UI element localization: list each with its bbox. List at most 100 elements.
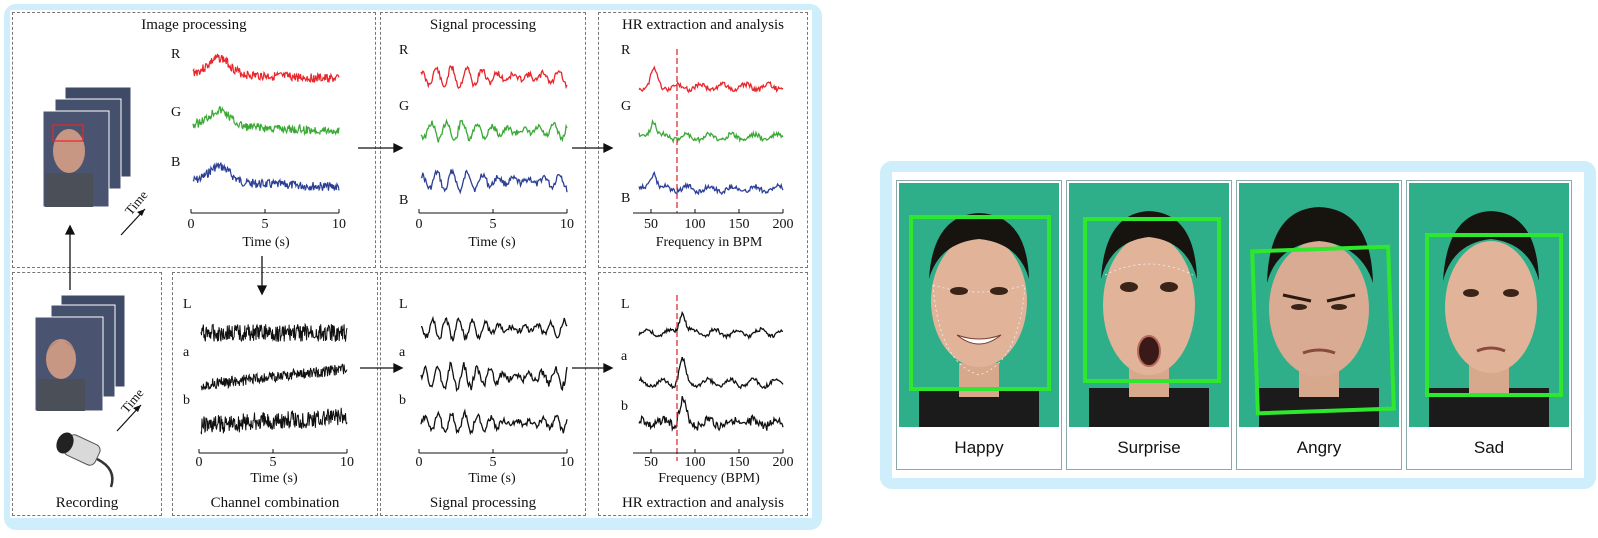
axis-title: Frequency (BPM) bbox=[658, 471, 760, 486]
tick-label: 10 bbox=[332, 217, 346, 232]
signal-processing-bottom-panel: L a b 0 5 10 Time (s) Signal processing bbox=[380, 272, 586, 516]
trace-l bbox=[200, 322, 348, 343]
arrow-head-icon bbox=[393, 142, 404, 154]
channel-label: B bbox=[621, 191, 631, 206]
filtered-lab-traces bbox=[418, 315, 568, 454]
channel-label: a bbox=[183, 345, 190, 360]
channel-label: G bbox=[399, 99, 410, 114]
tick-label: 5 bbox=[489, 217, 497, 232]
panel-title: Recording bbox=[55, 495, 119, 511]
axis-title: Frequency in BPM bbox=[655, 235, 763, 250]
tick-label: 0 bbox=[187, 217, 195, 232]
tick-label: 10 bbox=[560, 217, 574, 232]
panel-title: Signal processing bbox=[429, 17, 537, 33]
face-detection-box bbox=[1083, 217, 1221, 383]
rgb-spectra bbox=[633, 49, 784, 214]
expression-card-angry: Angry bbox=[1236, 180, 1402, 470]
channel-label: b bbox=[621, 399, 628, 414]
channel-label: R bbox=[399, 43, 409, 58]
spectrum-r bbox=[638, 65, 784, 94]
tick-label: 10 bbox=[560, 455, 574, 470]
arrow-head-icon bbox=[137, 209, 145, 216]
lab-spectra bbox=[633, 295, 784, 461]
arrow-head-icon bbox=[603, 142, 614, 154]
hr-extraction-top-panel: HR extraction and analysis R G B 50 100 … bbox=[598, 12, 808, 268]
expression-card-happy: Happy bbox=[896, 180, 1062, 470]
trace-b bbox=[420, 168, 568, 195]
trace-g bbox=[420, 118, 568, 143]
face-hair-icon bbox=[46, 341, 76, 353]
face-graphic bbox=[909, 213, 1051, 427]
spectrum-a bbox=[638, 356, 784, 390]
panel-title: Image processing bbox=[141, 17, 247, 33]
panel-title: HR extraction and analysis bbox=[621, 495, 785, 511]
channel-label: b bbox=[183, 393, 190, 408]
expression-card-surprise: Surprise bbox=[1066, 180, 1232, 470]
lab-time-traces bbox=[198, 322, 348, 454]
face-icon bbox=[53, 129, 85, 173]
tick-label: 0 bbox=[415, 217, 423, 232]
camera-icon bbox=[56, 432, 114, 488]
face-detection-box bbox=[1425, 233, 1563, 397]
panel-title: HR extraction and analysis bbox=[621, 17, 785, 33]
arrow-head-icon bbox=[393, 362, 404, 374]
tick-label: 5 bbox=[489, 455, 497, 470]
channel-label: R bbox=[171, 47, 181, 62]
channel-label: R bbox=[621, 43, 631, 58]
tick-label: 0 bbox=[415, 455, 423, 470]
face-photo bbox=[1239, 183, 1399, 427]
trace-g bbox=[192, 106, 340, 137]
face-photo bbox=[1409, 183, 1569, 427]
tick-label: 100 bbox=[684, 455, 706, 470]
hr-extraction-bottom-panel: L a b 50 100 150 200 Frequency (BPM) HR … bbox=[598, 272, 808, 516]
channel-combination-panel: L a b 0 5 10 Time (s) Channel combinatio… bbox=[172, 272, 378, 516]
face-detection-box bbox=[1250, 244, 1396, 416]
face-photo bbox=[899, 183, 1059, 427]
channel-label: L bbox=[183, 297, 192, 312]
channel-label: G bbox=[621, 99, 632, 114]
filtered-rgb-traces bbox=[418, 64, 568, 214]
tick-label: 200 bbox=[772, 217, 794, 232]
arrow-head-icon bbox=[256, 285, 268, 296]
channel-label: L bbox=[621, 297, 630, 312]
trace-b bbox=[200, 407, 348, 435]
trace-b bbox=[420, 408, 568, 436]
expression-label: Happy bbox=[954, 438, 1004, 457]
panel-title: Signal processing bbox=[429, 495, 537, 511]
roi-box bbox=[52, 124, 84, 142]
tick-label: 150 bbox=[728, 217, 750, 232]
arrow-head-icon bbox=[133, 405, 141, 412]
channel-label: B bbox=[171, 155, 181, 170]
tick-label: 50 bbox=[644, 217, 658, 232]
trace-b bbox=[192, 161, 340, 192]
arrow-head-icon bbox=[64, 224, 76, 235]
face-graphic bbox=[1425, 211, 1563, 427]
panel-title: Channel combination bbox=[210, 495, 340, 511]
face-detection-box bbox=[909, 215, 1051, 391]
channel-label: B bbox=[399, 193, 409, 208]
tick-label: 50 bbox=[644, 455, 658, 470]
signal-processing-top-panel: Signal processing R G B 0 5 10 Time (s) bbox=[380, 12, 586, 268]
expression-card-sad: Sad bbox=[1406, 180, 1572, 470]
tick-label: 5 bbox=[269, 455, 277, 470]
expression-label: Surprise bbox=[1117, 438, 1181, 457]
tick-label: 10 bbox=[340, 455, 354, 470]
tick-label: 200 bbox=[772, 455, 794, 470]
face-shoulders-icon bbox=[45, 173, 93, 207]
recording-graphic bbox=[34, 294, 142, 488]
axis-title: Time (s) bbox=[468, 471, 516, 486]
channel-label: a bbox=[399, 345, 406, 360]
image-processing-panel: Image processing R G B 0 5 10 Time (s) bbox=[12, 12, 376, 268]
face-shoulders-icon bbox=[37, 379, 85, 411]
axis-title: Time (s) bbox=[468, 235, 516, 250]
trace-r bbox=[192, 53, 340, 83]
trace-l bbox=[420, 315, 568, 342]
channel-label: a bbox=[621, 349, 628, 364]
face-graphic bbox=[1250, 207, 1396, 427]
face-icon bbox=[46, 339, 76, 379]
rgb-time-traces bbox=[42, 53, 340, 236]
spectrum-g bbox=[638, 118, 784, 145]
tick-label: 150 bbox=[728, 455, 750, 470]
face-graphic bbox=[1083, 211, 1221, 427]
arrow-head-icon bbox=[603, 362, 614, 374]
